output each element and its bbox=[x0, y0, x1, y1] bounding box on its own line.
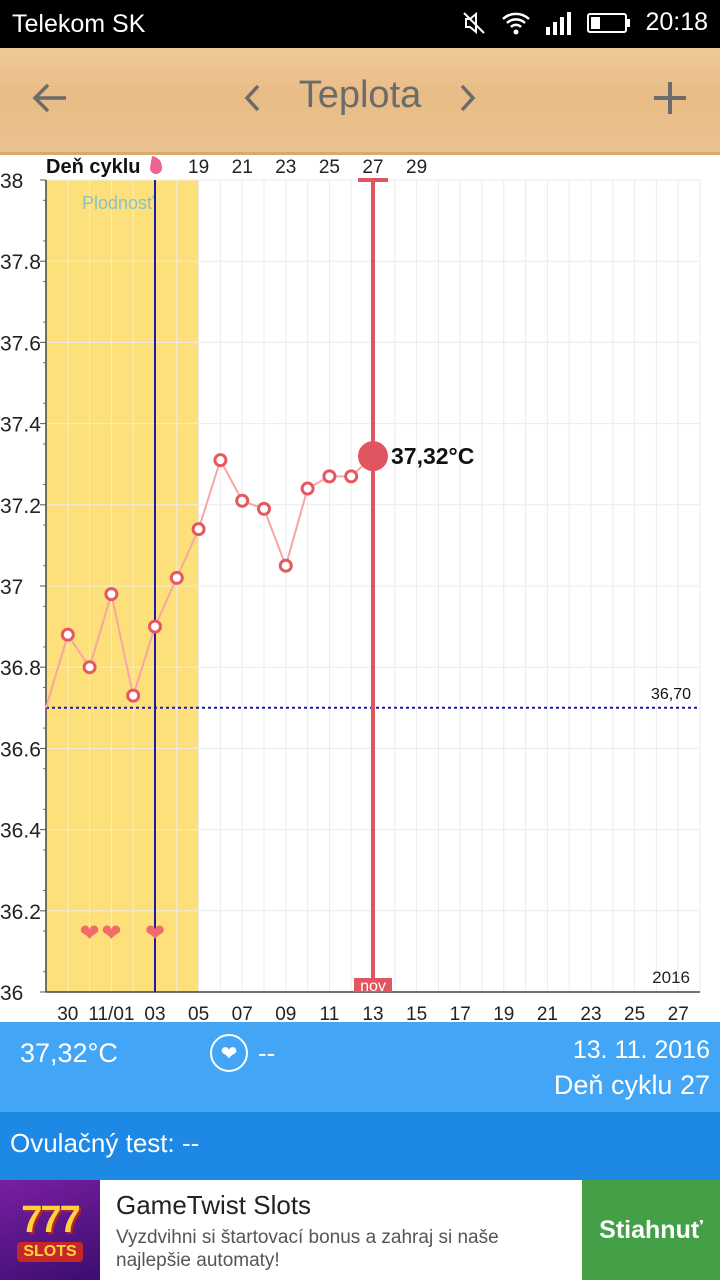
top-tick-label: 27 bbox=[362, 157, 383, 178]
clock: 20:18 bbox=[645, 8, 708, 36]
heart-icon[interactable]: ❤ bbox=[210, 1034, 248, 1072]
status-bar: Telekom SK 20:18 bbox=[0, 0, 720, 48]
x-tick-label: 11/01 bbox=[88, 1004, 134, 1022]
x-tick-label: 15 bbox=[406, 1004, 427, 1022]
month-label: nov bbox=[360, 978, 386, 995]
y-tick-label: 37.4 bbox=[0, 414, 41, 437]
selected-value-label: 37,32°C bbox=[391, 443, 474, 469]
data-point bbox=[322, 469, 337, 484]
data-point bbox=[191, 522, 206, 537]
data-point bbox=[148, 619, 162, 634]
selected-date: 13. 11. 2016 bbox=[572, 1036, 710, 1064]
y-tick-label: 37 bbox=[0, 576, 23, 599]
y-tick-label: 36.8 bbox=[0, 657, 41, 680]
top-tick-label: 21 bbox=[232, 157, 253, 178]
arrow-left-icon[interactable] bbox=[30, 78, 70, 123]
month-badge bbox=[354, 978, 392, 992]
year-label: 2016 bbox=[652, 968, 690, 987]
data-point bbox=[169, 570, 184, 585]
x-tick-label: 19 bbox=[493, 1004, 514, 1022]
cycle-day: Deň cyklu 27 bbox=[553, 1070, 710, 1100]
plus-icon[interactable] bbox=[650, 78, 690, 123]
battery-icon bbox=[587, 10, 631, 36]
y-tick-label: 36 bbox=[0, 982, 23, 1005]
heart-icon: ❤ bbox=[101, 920, 121, 947]
ad-logo-sub: SLOTS bbox=[17, 1241, 83, 1262]
fertile-label: Plodnosť bbox=[82, 193, 154, 213]
y-tick-label: 36.6 bbox=[0, 738, 41, 761]
top-tick-label: 25 bbox=[319, 157, 340, 178]
ovulation-test-label: Ovulačný test: -- bbox=[10, 1128, 200, 1158]
ovulation-test-bar[interactable]: Ovulačný test: -- bbox=[0, 1112, 720, 1180]
toolbar: Teplota bbox=[0, 48, 720, 155]
x-tick-label: 09 bbox=[275, 1004, 296, 1022]
data-point bbox=[60, 627, 75, 642]
heart-icon: ❤ bbox=[80, 920, 100, 947]
y-tick-label: 36.2 bbox=[0, 901, 41, 924]
temperature-chart[interactable]: 36 36.2 36.4 36.6 36.8 37 37.2 37.4 37.6 37.8 38 Pl… bbox=[0, 152, 720, 1025]
chevron-left-icon[interactable] bbox=[240, 80, 266, 121]
y-tick-label: 37.8 bbox=[0, 251, 41, 274]
mute-icon bbox=[461, 10, 487, 36]
signal-icon bbox=[545, 10, 573, 36]
page-title: Teplota bbox=[298, 74, 422, 116]
coverline-label: 36,70 bbox=[651, 686, 691, 703]
data-point bbox=[126, 688, 141, 703]
data-point bbox=[257, 501, 271, 516]
info-panel: 37,32°C ❤ -- 13. 11. 2016 Deň cyklu 27 bbox=[0, 1022, 720, 1112]
x-tick-label: 03 bbox=[144, 1004, 165, 1022]
ad-title[interactable]: GameTwist Slots bbox=[116, 1190, 312, 1220]
top-tick-label: 19 bbox=[188, 157, 209, 178]
x-tick-label: 05 bbox=[188, 1004, 209, 1022]
data-point bbox=[344, 469, 359, 484]
data-point bbox=[82, 660, 97, 675]
y-tick-label: 37.6 bbox=[0, 332, 41, 355]
x-tick-label: 27 bbox=[668, 1004, 689, 1022]
selected-temperature: 37,32°C bbox=[20, 1038, 118, 1068]
x-tick-label: 21 bbox=[537, 1004, 558, 1022]
x-tick-label: 23 bbox=[580, 1004, 601, 1022]
slots-logo-icon[interactable]: 777 SLOTS bbox=[0, 1180, 100, 1280]
top-tick-label: 23 bbox=[275, 157, 296, 178]
drop-icon bbox=[150, 156, 162, 174]
x-tick-label: 25 bbox=[624, 1004, 645, 1022]
cycle-day-label: Deň cyklu bbox=[46, 156, 140, 178]
ad-banner[interactable]: 777 SLOTS GameTwist Slots Vyzdvihni si š… bbox=[0, 1180, 720, 1280]
selected-data-point bbox=[358, 441, 388, 472]
x-tick-label: 30 bbox=[57, 1004, 78, 1022]
data-point bbox=[278, 558, 293, 573]
carrier-name: Telekom SK bbox=[12, 10, 146, 38]
y-tick-label: 37.2 bbox=[0, 495, 41, 518]
chevron-right-icon[interactable] bbox=[454, 80, 480, 121]
heart-icon: ❤ bbox=[145, 920, 165, 947]
wifi-icon bbox=[501, 10, 531, 36]
x-tick-label: 17 bbox=[450, 1004, 471, 1022]
ad-description: Vyzdvihni si štartovací bonus a zahraj s… bbox=[116, 1227, 499, 1271]
status-icons: 20:18 bbox=[461, 8, 708, 37]
x-tick-label: 11 bbox=[320, 1004, 340, 1022]
temperature-line bbox=[45, 455, 374, 709]
data-point bbox=[300, 481, 315, 496]
y-tick-label: 36.4 bbox=[0, 820, 41, 843]
x-tick-label: 13 bbox=[362, 1004, 383, 1022]
y-tick-label: 38 bbox=[0, 170, 23, 193]
ad-logo-text: 777 bbox=[21, 1198, 80, 1241]
data-point bbox=[213, 453, 228, 468]
top-tick-label: 29 bbox=[406, 157, 427, 178]
ad-download-button[interactable]: Stiahnuť bbox=[582, 1180, 720, 1280]
intercourse-value: -- bbox=[258, 1038, 276, 1068]
data-point bbox=[104, 587, 119, 602]
chart-canvas[interactable]: 36 36.2 36.4 36.6 36.8 37 37.2 37.4 37.6 37.8 38 Pl… bbox=[0, 152, 720, 1025]
selected-top-marker bbox=[358, 178, 388, 182]
data-point bbox=[235, 493, 250, 508]
x-tick-label: 07 bbox=[232, 1004, 253, 1022]
